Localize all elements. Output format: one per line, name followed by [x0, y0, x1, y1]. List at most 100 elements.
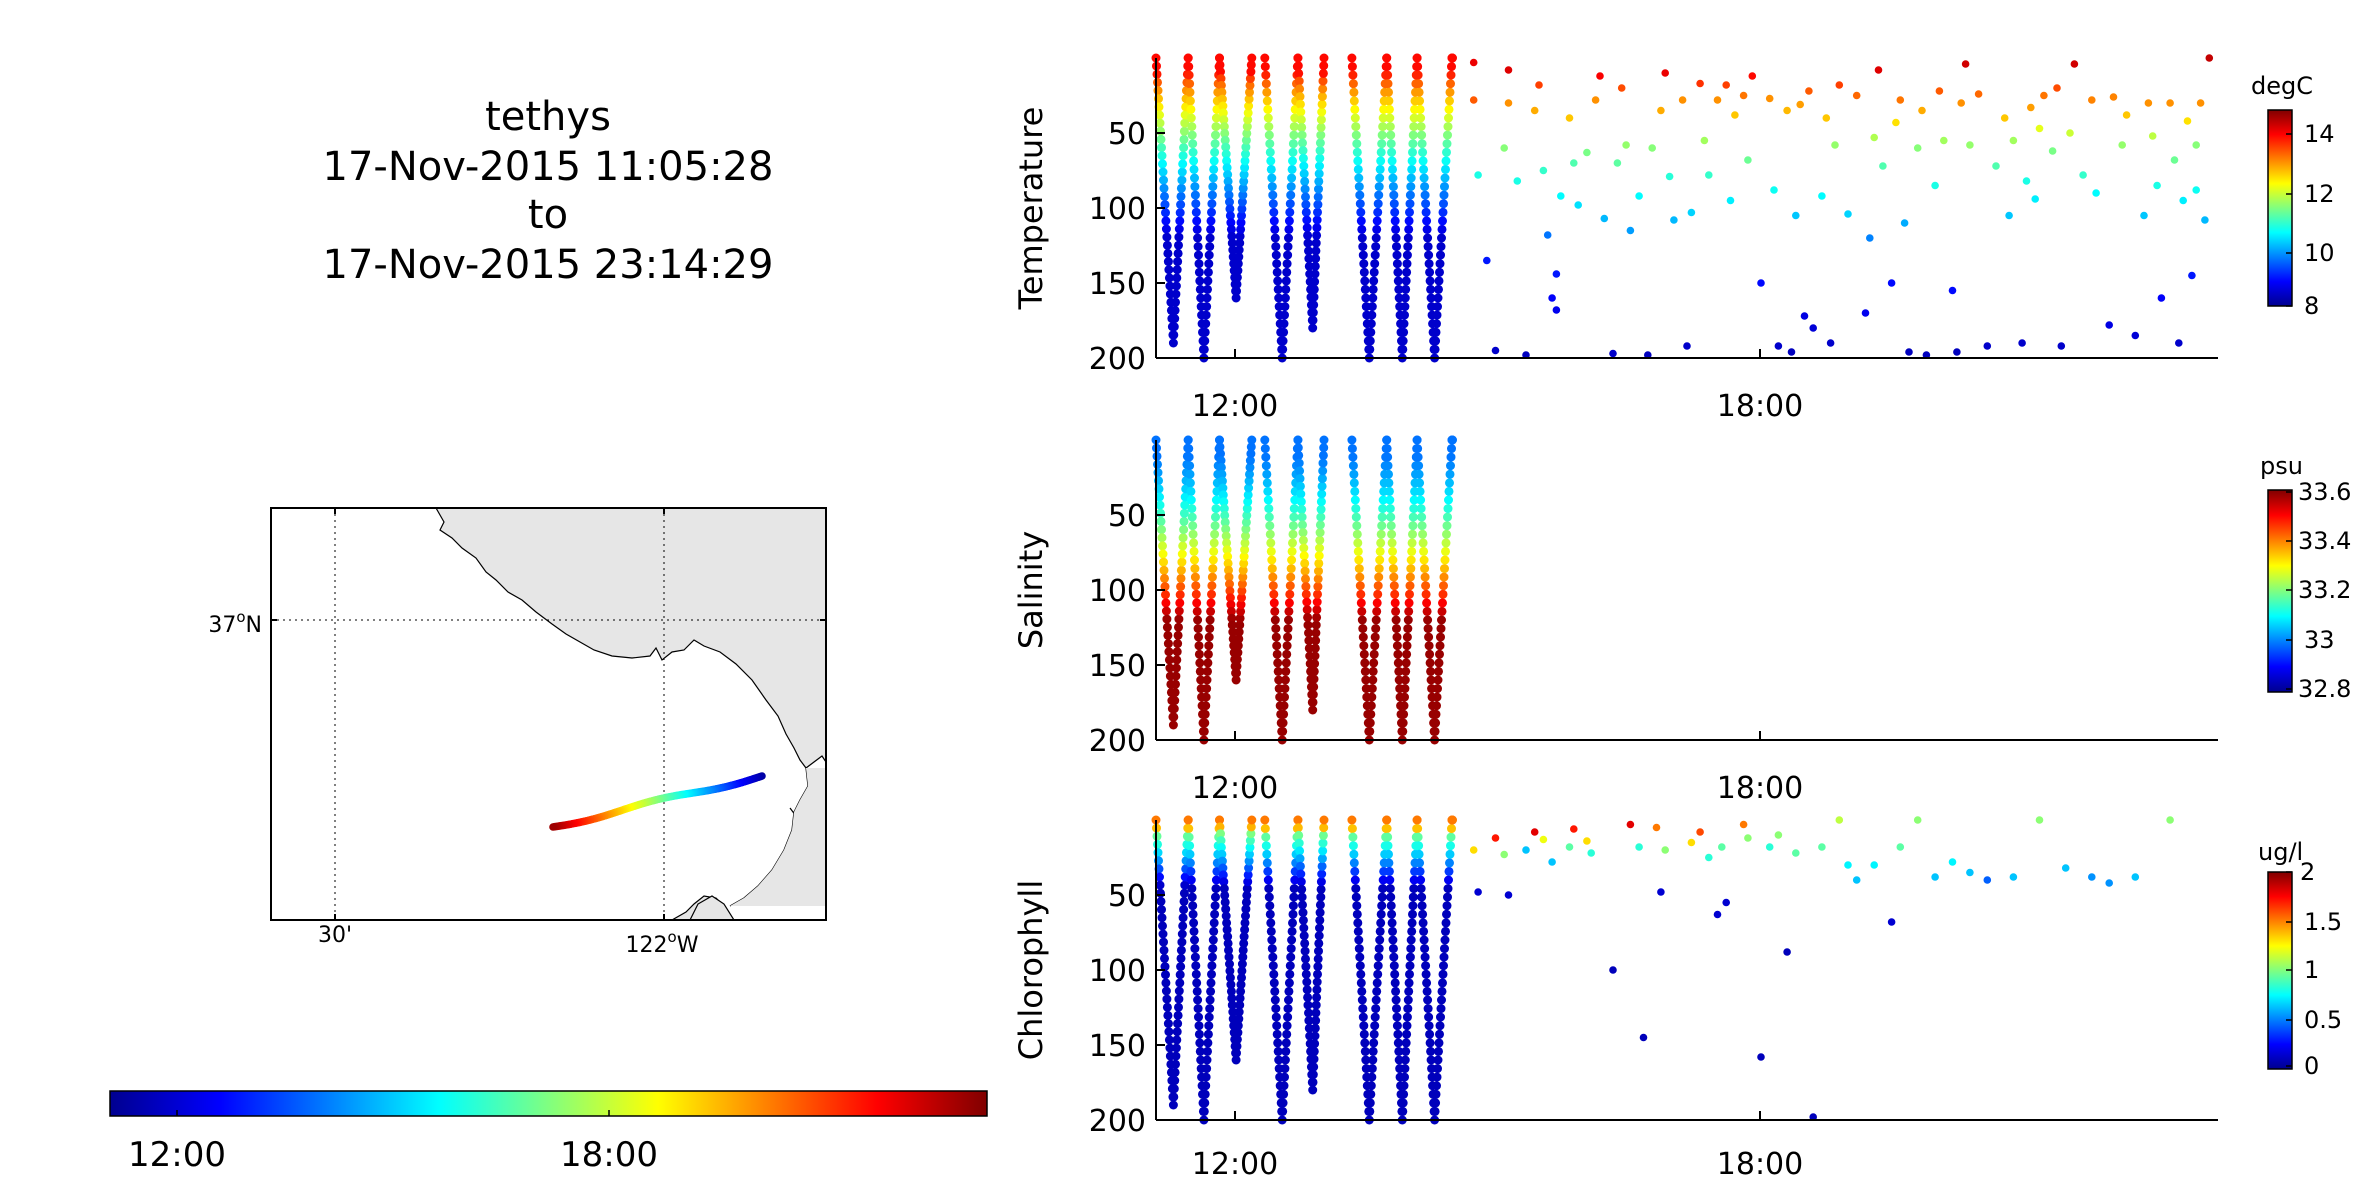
profile-point: [1404, 224, 1414, 234]
profile-point: [1185, 849, 1195, 859]
profile-point: [1432, 310, 1442, 320]
profile-point: [1418, 156, 1428, 166]
profile-point: [1373, 969, 1383, 979]
profile-point: [1185, 79, 1195, 89]
profile-point: [1157, 525, 1166, 535]
profile-point: [1311, 254, 1321, 264]
profile-point: [1203, 276, 1213, 286]
profile-point: [1315, 520, 1325, 530]
profile-point: [1315, 153, 1325, 163]
data-point: [1896, 843, 1905, 851]
profile-point: [1402, 1012, 1412, 1022]
profile-point: [1186, 104, 1196, 114]
profile-point: [1215, 435, 1224, 445]
profile-point: [1316, 892, 1326, 902]
profile-point: [1393, 658, 1403, 668]
profile-point: [1375, 164, 1385, 174]
y-tick-label: 200: [1089, 342, 1146, 377]
profile-point: [1218, 490, 1228, 500]
profile-point: [1370, 1021, 1380, 1031]
profile-point: [1405, 961, 1415, 971]
profile-point: [1226, 606, 1236, 616]
profile-point: [1416, 504, 1426, 514]
profile-point: [1366, 327, 1376, 337]
profile-point: [1317, 99, 1327, 109]
profile-point: [1174, 614, 1184, 624]
data-point: [2183, 117, 2192, 125]
profile-point: [1241, 517, 1251, 527]
profile-point: [1179, 508, 1189, 518]
data-point: [1948, 286, 1957, 295]
profile-point: [1349, 478, 1359, 488]
profile-point: [1163, 630, 1173, 640]
profile-point: [1313, 574, 1323, 584]
profile-point: [1288, 529, 1298, 539]
profile-point: [1236, 980, 1246, 990]
profile-point: [1365, 344, 1375, 354]
profile-point: [1352, 909, 1362, 919]
profile-point: [1356, 589, 1366, 599]
profile-point: [1378, 495, 1388, 505]
profile-point: [1314, 184, 1323, 194]
profile-point: [1207, 199, 1217, 209]
colorbar-tick-label: 8: [2304, 292, 2319, 320]
profile-point: [1200, 1089, 1210, 1099]
profile-point: [1405, 952, 1415, 962]
title-line-3: to: [528, 192, 568, 238]
profile-point: [1369, 1029, 1379, 1039]
profile-point: [1444, 486, 1454, 496]
profile-point: [1242, 122, 1252, 132]
profile-point: [1382, 62, 1392, 72]
profile-point: [1190, 564, 1200, 574]
profile-point: [1243, 115, 1253, 125]
profile-point: [1185, 858, 1195, 868]
profile-point: [1155, 492, 1164, 502]
profile-point: [1438, 969, 1448, 979]
profile-point: [1400, 1064, 1410, 1074]
profile-point: [1164, 647, 1174, 657]
data-point: [1809, 1113, 1817, 1121]
profile-point: [1315, 138, 1325, 148]
profile-point: [1234, 627, 1244, 637]
profile-point: [1418, 538, 1428, 548]
profile-point: [1311, 1000, 1321, 1010]
profile-point: [1171, 679, 1180, 689]
profile-point: [1280, 1055, 1290, 1065]
profile-point: [1193, 233, 1203, 243]
profile-point: [1400, 1055, 1410, 1065]
profile-point: [1378, 884, 1388, 894]
profile-point: [1423, 1004, 1433, 1014]
profile-point: [1183, 815, 1193, 825]
profile-point: [1318, 846, 1328, 856]
profile-point: [1367, 692, 1377, 702]
profile-point: [1299, 923, 1309, 933]
title-line-1: tethys: [485, 94, 611, 140]
profile-point: [1207, 581, 1217, 591]
profile-point: [1356, 978, 1366, 988]
profile-point: [1286, 190, 1296, 200]
profile-point: [1375, 173, 1385, 183]
profile-point: [1417, 130, 1427, 140]
profile-point: [1185, 469, 1195, 479]
profile-point: [1262, 87, 1272, 97]
profile-point: [1195, 1046, 1205, 1056]
profile-point: [1223, 170, 1233, 180]
profile-point: [1161, 986, 1171, 996]
profile-point: [1224, 952, 1234, 962]
profile-point: [1352, 139, 1362, 149]
data-point: [1826, 339, 1835, 347]
profile-point: [1282, 267, 1292, 277]
profile-point: [1285, 961, 1295, 971]
profile-point: [1218, 101, 1228, 111]
profile-point: [1260, 824, 1270, 834]
profile-point: [1169, 704, 1179, 714]
profile-point: [1309, 300, 1319, 310]
profile-point: [1187, 884, 1197, 894]
profile-point: [1169, 712, 1179, 722]
profile-point: [1191, 969, 1201, 979]
profile-point: [1313, 192, 1323, 202]
profile-point: [1288, 521, 1298, 531]
data-point: [2105, 321, 2113, 329]
profile-point: [1203, 284, 1212, 294]
profile-point: [1244, 483, 1254, 493]
